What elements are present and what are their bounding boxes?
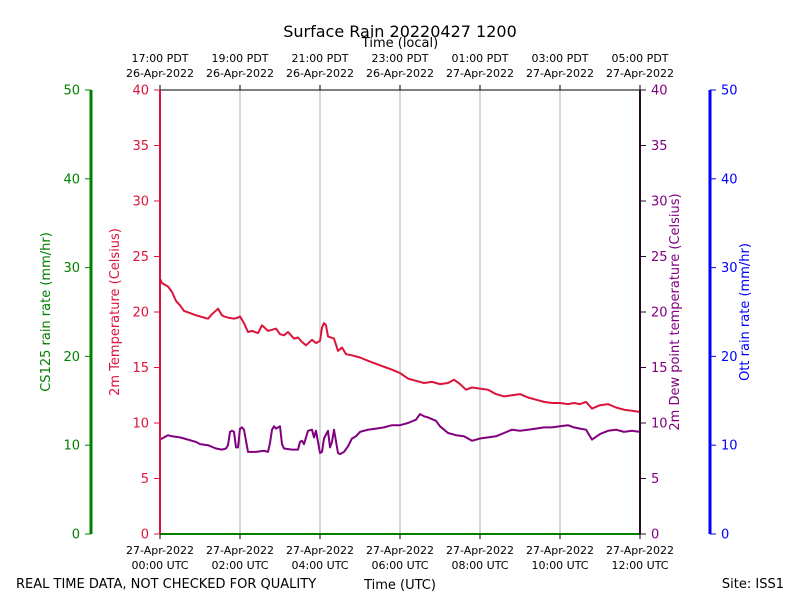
- footer-quality-note: REAL TIME DATA, NOT CHECKED FOR QUALITY: [16, 577, 316, 592]
- x-tick-label-utc-date: 27-Apr-2022: [526, 544, 594, 557]
- chart-title: Surface Rain 20220427 1200: [283, 22, 517, 41]
- ott-rain-rate-tick-label: 30: [721, 261, 738, 276]
- ott-rain-rate-tick-label: 0: [721, 528, 729, 543]
- temperature-tick-label: 30: [132, 195, 149, 210]
- x-tick-label-utc-time: 06:00 UTC: [371, 559, 428, 572]
- x-tick-label-utc-date: 27-Apr-2022: [606, 544, 674, 557]
- axes: 27-Apr-2022 00:00 UTC 27-Apr-2022 02:00 UTC…: [39, 52, 753, 572]
- dewpoint-tick-label: 10: [651, 417, 668, 432]
- ott-rain-rate-tick-label: 10: [721, 439, 738, 454]
- x-tick-label-utc-date: 27-Apr-2022: [366, 544, 434, 557]
- x-tick-label-local-date: 26-Apr-2022: [286, 67, 354, 80]
- dewpoint-tick-label: 40: [651, 84, 668, 99]
- x-tick-label-local-date: 26-Apr-2022: [126, 67, 194, 80]
- temperature-series-line: [159, 278, 641, 413]
- dewpoint-series-line: [159, 413, 641, 456]
- x-tick-label-utc-time: 10:00 UTC: [531, 559, 588, 572]
- cs125-rain-rate-axis-label: CS125 rain rate (mm/hr): [39, 232, 54, 392]
- temperature-tick-label: 15: [132, 361, 149, 376]
- cs125-rain-rate-tick-label: 20: [63, 350, 80, 365]
- x-tick-label-utc-time: 00:00 UTC: [131, 559, 188, 572]
- dewpoint-tick-label: 20: [651, 306, 668, 321]
- x-tick-label-local-time: 21:00 PDT: [291, 52, 348, 65]
- ott-rain-rate-tick-label: 50: [721, 84, 738, 99]
- dewpoint-tick-label: 35: [651, 139, 668, 154]
- x-tick-label-local-time: 19:00 PDT: [211, 52, 268, 65]
- dewpoint-tick-label: 25: [651, 250, 668, 265]
- x-tick-label-local-time: 03:00 PDT: [531, 52, 588, 65]
- x-tick-label-local-date: 27-Apr-2022: [526, 67, 594, 80]
- x-axis-label: Time (UTC): [363, 578, 436, 593]
- x-tick-label-local-time: 23:00 PDT: [371, 52, 428, 65]
- x-tick-label-utc-date: 27-Apr-2022: [126, 544, 194, 557]
- x-tick-label-utc-time: 04:00 UTC: [291, 559, 348, 572]
- x-tick-label-local-date: 27-Apr-2022: [606, 67, 674, 80]
- gridlines: [239, 90, 561, 534]
- dewpoint-tick-label: 15: [651, 361, 668, 376]
- cs125-rain-rate-tick-label: 50: [63, 84, 80, 99]
- cs125-rain-rate-tick-label: 0: [72, 528, 80, 543]
- x-tick-label-utc-time: 08:00 UTC: [451, 559, 508, 572]
- ott-rain-rate-axis-label: Ott rain rate (mm/hr): [738, 243, 753, 381]
- x-tick-label-utc-date: 27-Apr-2022: [206, 544, 274, 557]
- cs125-rain-rate-tick-label: 30: [63, 261, 80, 276]
- x-tick-label-local-time: 17:00 PDT: [131, 52, 188, 65]
- top-axis-label: Time (local): [361, 36, 438, 51]
- dewpoint-tick-label: 0: [651, 528, 659, 543]
- series-lines: [159, 278, 641, 456]
- x-tick-label-local-date: 27-Apr-2022: [446, 67, 514, 80]
- cs125-rain-rate-tick-label: 40: [63, 172, 80, 187]
- x-tick-label-utc-time: 02:00 UTC: [211, 559, 268, 572]
- x-tick-label-utc-time: 12:00 UTC: [611, 559, 668, 572]
- temperature-tick-label: 25: [132, 250, 149, 265]
- x-tick-label-local-time: 01:00 PDT: [451, 52, 508, 65]
- x-tick-label-local-time: 05:00 PDT: [611, 52, 668, 65]
- ott-rain-rate-tick-label: 20: [721, 350, 738, 365]
- temperature-tick-label: 0: [141, 528, 149, 543]
- x-tick-label-utc-date: 27-Apr-2022: [446, 544, 514, 557]
- x-tick-label-local-date: 26-Apr-2022: [366, 67, 434, 80]
- temperature-tick-label: 10: [132, 417, 149, 432]
- cs125-rain-rate-tick-label: 10: [63, 439, 80, 454]
- dewpoint-axis-label: 2m Dew point temperature (Celsius): [668, 193, 683, 430]
- temperature-tick-label: 5: [141, 472, 149, 487]
- dewpoint-tick-label: 5: [651, 472, 659, 487]
- temperature-axis-label: 2m Temperature (Celsius): [108, 228, 123, 396]
- x-tick-label-utc-date: 27-Apr-2022: [286, 544, 354, 557]
- temperature-tick-label: 40: [132, 84, 149, 99]
- ott-rain-rate-tick-label: 40: [721, 172, 738, 187]
- dewpoint-tick-label: 30: [651, 195, 668, 210]
- x-tick-label-local-date: 26-Apr-2022: [206, 67, 274, 80]
- temperature-tick-label: 20: [132, 306, 149, 321]
- footer-site: Site: ISS1: [722, 577, 784, 592]
- temperature-tick-label: 35: [132, 139, 149, 154]
